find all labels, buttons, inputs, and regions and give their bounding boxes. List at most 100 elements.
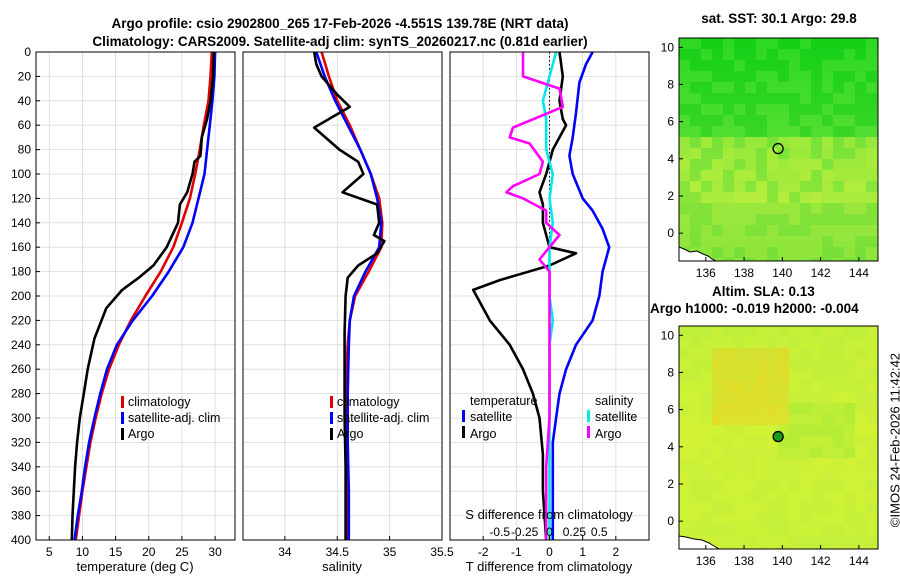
sst-field-cell — [701, 60, 712, 71]
legend-temperature-argo-swatch — [462, 426, 465, 438]
sla-field-cell — [833, 326, 844, 337]
sst-field-cell — [679, 148, 690, 159]
sla-field-cell — [712, 425, 723, 436]
sla-field-cell — [767, 546, 778, 549]
sla-field-cell — [877, 425, 878, 436]
sst-field-cell — [767, 82, 778, 93]
sla-field-cell — [745, 458, 756, 469]
sla-field-cell — [701, 480, 712, 491]
sst-field-cell — [712, 115, 723, 126]
sla-field-cell — [679, 392, 690, 403]
sst-field-cell — [855, 247, 866, 258]
sst-field-cell — [800, 60, 811, 71]
depth-tick-label: 220 — [11, 313, 31, 327]
sst-field-cell — [712, 159, 723, 170]
sst-field-cell — [800, 104, 811, 115]
sst-field-cell — [789, 126, 800, 137]
sst-field-cell — [679, 60, 690, 71]
sla-field-cell — [822, 491, 833, 502]
sst-field-cell — [712, 214, 723, 225]
sst-field-cell — [756, 38, 767, 49]
sst-field-cell — [756, 71, 767, 82]
sst-field-cell — [679, 115, 690, 126]
sla-field-cell — [712, 403, 723, 414]
sst-field-cell — [756, 203, 767, 214]
sst-field-cell — [833, 192, 844, 203]
depth-tick-label: 360 — [11, 484, 31, 498]
salinity-difference-tick-label: 0 — [546, 525, 553, 539]
sla-field-cell — [745, 337, 756, 348]
sst-field-cell — [723, 60, 734, 71]
temperature-tick-label: 10 — [76, 545, 90, 559]
sst-field-cell — [701, 236, 712, 247]
sst-field-cell — [855, 236, 866, 247]
temperature-tick-label: 25 — [175, 545, 189, 559]
sst-field-cell — [690, 104, 701, 115]
sst-field-cell — [877, 192, 878, 203]
sst-field-cell — [712, 82, 723, 93]
sla-field-cell — [701, 414, 712, 425]
sst-field-cell — [866, 203, 877, 214]
sst-field-cell — [833, 104, 844, 115]
sst-field-cell — [712, 247, 723, 258]
legend-salinity-argo-label: Argo — [595, 427, 621, 441]
sla-field-cell — [844, 348, 855, 359]
sst-field-cell — [745, 115, 756, 126]
sla-field-cell — [767, 348, 778, 359]
sla-field-cell — [690, 403, 701, 414]
salinity-plot-frame — [242, 51, 443, 541]
sla-field-cell — [756, 370, 767, 381]
sst-field-cell — [679, 104, 690, 115]
sst-field-cell — [690, 115, 701, 126]
depth-tick-label: 320 — [11, 435, 31, 449]
sst-field-cell — [822, 159, 833, 170]
sla-field-cell — [756, 403, 767, 414]
sst-field-cell — [855, 225, 866, 236]
sla-field-cell — [679, 348, 690, 359]
sla-field-cell — [789, 469, 800, 480]
salinity-legend: climatology satellite-adj. clim Argo — [330, 395, 429, 441]
legend-climatology-label: climatology — [337, 395, 400, 409]
sst-field-cell — [866, 170, 877, 181]
sst-field-cell — [745, 214, 756, 225]
sla-field-cell — [811, 425, 822, 436]
sst-field-cell — [866, 159, 877, 170]
sst-field-cell — [723, 192, 734, 203]
sla-field-cell — [800, 403, 811, 414]
sla-field-cell — [833, 513, 844, 524]
sla-field-cell — [833, 469, 844, 480]
sla-field-cell — [811, 513, 822, 524]
sla-field-cell — [811, 524, 822, 535]
sst-field-cell — [800, 126, 811, 137]
sst-map-panel: sat. SST: 30.1 Argo: 29.8 136 138 140 142 14… — [661, 11, 879, 280]
sst-field-cell — [712, 225, 723, 236]
sst-field-cell — [723, 137, 734, 148]
sst-field-cell — [690, 236, 701, 247]
salinity-difference-axis-label: S difference from climatology — [465, 507, 633, 522]
temperature-lines — [70, 51, 217, 541]
sla-field-cell — [679, 403, 690, 414]
sst-field-cell — [767, 192, 778, 203]
sst-map-frame — [678, 37, 879, 262]
sst-field-cell — [767, 115, 778, 126]
sla-field-cell — [855, 337, 866, 348]
sla-field-cell — [701, 359, 712, 370]
sst-field-cell — [855, 82, 866, 93]
sla-field-cell — [723, 458, 734, 469]
sst-field-cell — [701, 137, 712, 148]
sst-field-cell — [789, 236, 800, 247]
sst-field-cell — [712, 236, 723, 247]
sst-field-cell — [833, 214, 844, 225]
sst-field-cell — [833, 71, 844, 82]
sst-field-cell — [756, 192, 767, 203]
sla-field-cell — [822, 392, 833, 403]
sla-field-cell — [866, 326, 877, 337]
sla-field-cell — [789, 447, 800, 458]
sst-field-cell — [789, 247, 800, 258]
sla-field-cell — [756, 348, 767, 359]
difference-lines — [471, 51, 611, 541]
sla-field-cell — [756, 491, 767, 502]
depth-tick-label: 0 — [24, 45, 31, 59]
sla-field-cell — [701, 381, 712, 392]
sla-field-cell — [833, 337, 844, 348]
